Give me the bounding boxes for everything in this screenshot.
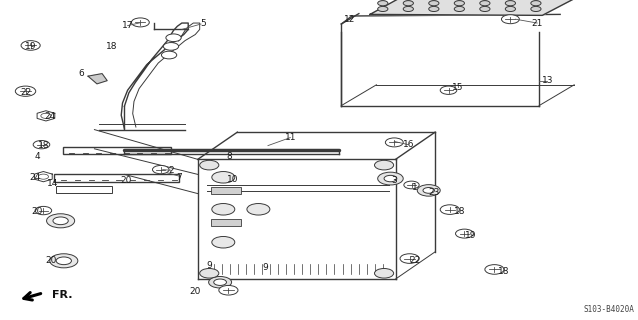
Text: 1: 1 <box>412 183 418 192</box>
Circle shape <box>440 205 459 214</box>
Text: 23: 23 <box>428 188 440 197</box>
Circle shape <box>480 6 490 12</box>
Circle shape <box>505 1 516 6</box>
Text: 6: 6 <box>78 69 85 78</box>
Circle shape <box>35 206 52 215</box>
Circle shape <box>385 138 403 147</box>
Circle shape <box>429 1 439 6</box>
Circle shape <box>375 160 394 170</box>
Text: 8: 8 <box>226 152 233 161</box>
Bar <box>211 219 241 226</box>
Circle shape <box>15 86 36 96</box>
Bar <box>211 187 241 194</box>
Circle shape <box>53 217 68 225</box>
Circle shape <box>131 18 149 27</box>
Circle shape <box>531 1 541 6</box>
Text: 15: 15 <box>452 83 464 92</box>
Circle shape <box>400 254 419 263</box>
Text: 9: 9 <box>262 263 268 272</box>
Circle shape <box>41 113 51 118</box>
Circle shape <box>21 41 40 50</box>
Circle shape <box>375 268 394 278</box>
Circle shape <box>440 86 457 94</box>
Text: 7: 7 <box>175 173 182 182</box>
Circle shape <box>200 160 219 170</box>
Circle shape <box>33 140 50 149</box>
Circle shape <box>454 6 464 12</box>
Text: FR.: FR. <box>52 290 73 300</box>
Circle shape <box>219 285 238 295</box>
Text: S103-B4020A: S103-B4020A <box>584 305 635 314</box>
Text: 20: 20 <box>189 287 200 296</box>
Circle shape <box>212 172 235 183</box>
Circle shape <box>403 6 413 12</box>
Circle shape <box>531 6 541 12</box>
Circle shape <box>212 236 235 248</box>
Text: 11: 11 <box>285 133 296 142</box>
Circle shape <box>378 1 388 6</box>
Circle shape <box>378 6 388 12</box>
Text: 9: 9 <box>206 261 212 270</box>
Text: 20: 20 <box>45 256 57 265</box>
Text: 18: 18 <box>454 207 465 216</box>
Circle shape <box>38 174 48 179</box>
Circle shape <box>501 15 519 24</box>
Circle shape <box>505 6 516 12</box>
Text: 10: 10 <box>227 175 239 184</box>
Circle shape <box>247 204 270 215</box>
Circle shape <box>403 1 413 6</box>
Text: 21: 21 <box>531 19 543 28</box>
Bar <box>63 147 171 154</box>
Circle shape <box>47 214 75 228</box>
Text: 18: 18 <box>498 267 510 276</box>
Bar <box>56 186 112 193</box>
Circle shape <box>485 265 504 274</box>
Text: 2: 2 <box>168 166 174 175</box>
Circle shape <box>56 257 71 265</box>
Circle shape <box>152 165 169 174</box>
Circle shape <box>50 254 78 268</box>
Circle shape <box>417 185 440 196</box>
Circle shape <box>480 1 490 6</box>
Text: 14: 14 <box>47 180 58 188</box>
Circle shape <box>423 188 434 193</box>
Circle shape <box>163 43 179 50</box>
Text: 19: 19 <box>465 231 477 240</box>
Text: 16: 16 <box>403 140 414 149</box>
Circle shape <box>378 172 403 185</box>
Circle shape <box>429 6 439 12</box>
Text: 24: 24 <box>44 112 56 121</box>
Text: 3: 3 <box>391 176 397 185</box>
Circle shape <box>209 276 232 288</box>
Text: 22: 22 <box>20 88 31 97</box>
Text: 22: 22 <box>409 256 420 265</box>
Circle shape <box>166 34 181 42</box>
Text: 5: 5 <box>200 20 206 28</box>
Text: 13: 13 <box>542 76 553 85</box>
Circle shape <box>214 279 226 285</box>
Text: 4: 4 <box>34 152 40 161</box>
Text: 20: 20 <box>121 176 132 185</box>
Bar <box>54 174 179 182</box>
Circle shape <box>404 181 419 189</box>
Circle shape <box>212 204 235 215</box>
Text: 12: 12 <box>344 15 355 24</box>
Circle shape <box>456 229 473 238</box>
Text: 17: 17 <box>122 21 133 30</box>
Circle shape <box>454 1 464 6</box>
Polygon shape <box>370 0 574 15</box>
Text: 19: 19 <box>25 42 36 51</box>
Text: 18: 18 <box>38 141 49 150</box>
Text: 24: 24 <box>29 173 41 182</box>
Circle shape <box>200 268 219 278</box>
Text: 18: 18 <box>106 42 117 51</box>
Circle shape <box>384 175 397 182</box>
Text: 20: 20 <box>31 207 43 216</box>
Polygon shape <box>88 74 107 84</box>
Circle shape <box>161 51 177 59</box>
